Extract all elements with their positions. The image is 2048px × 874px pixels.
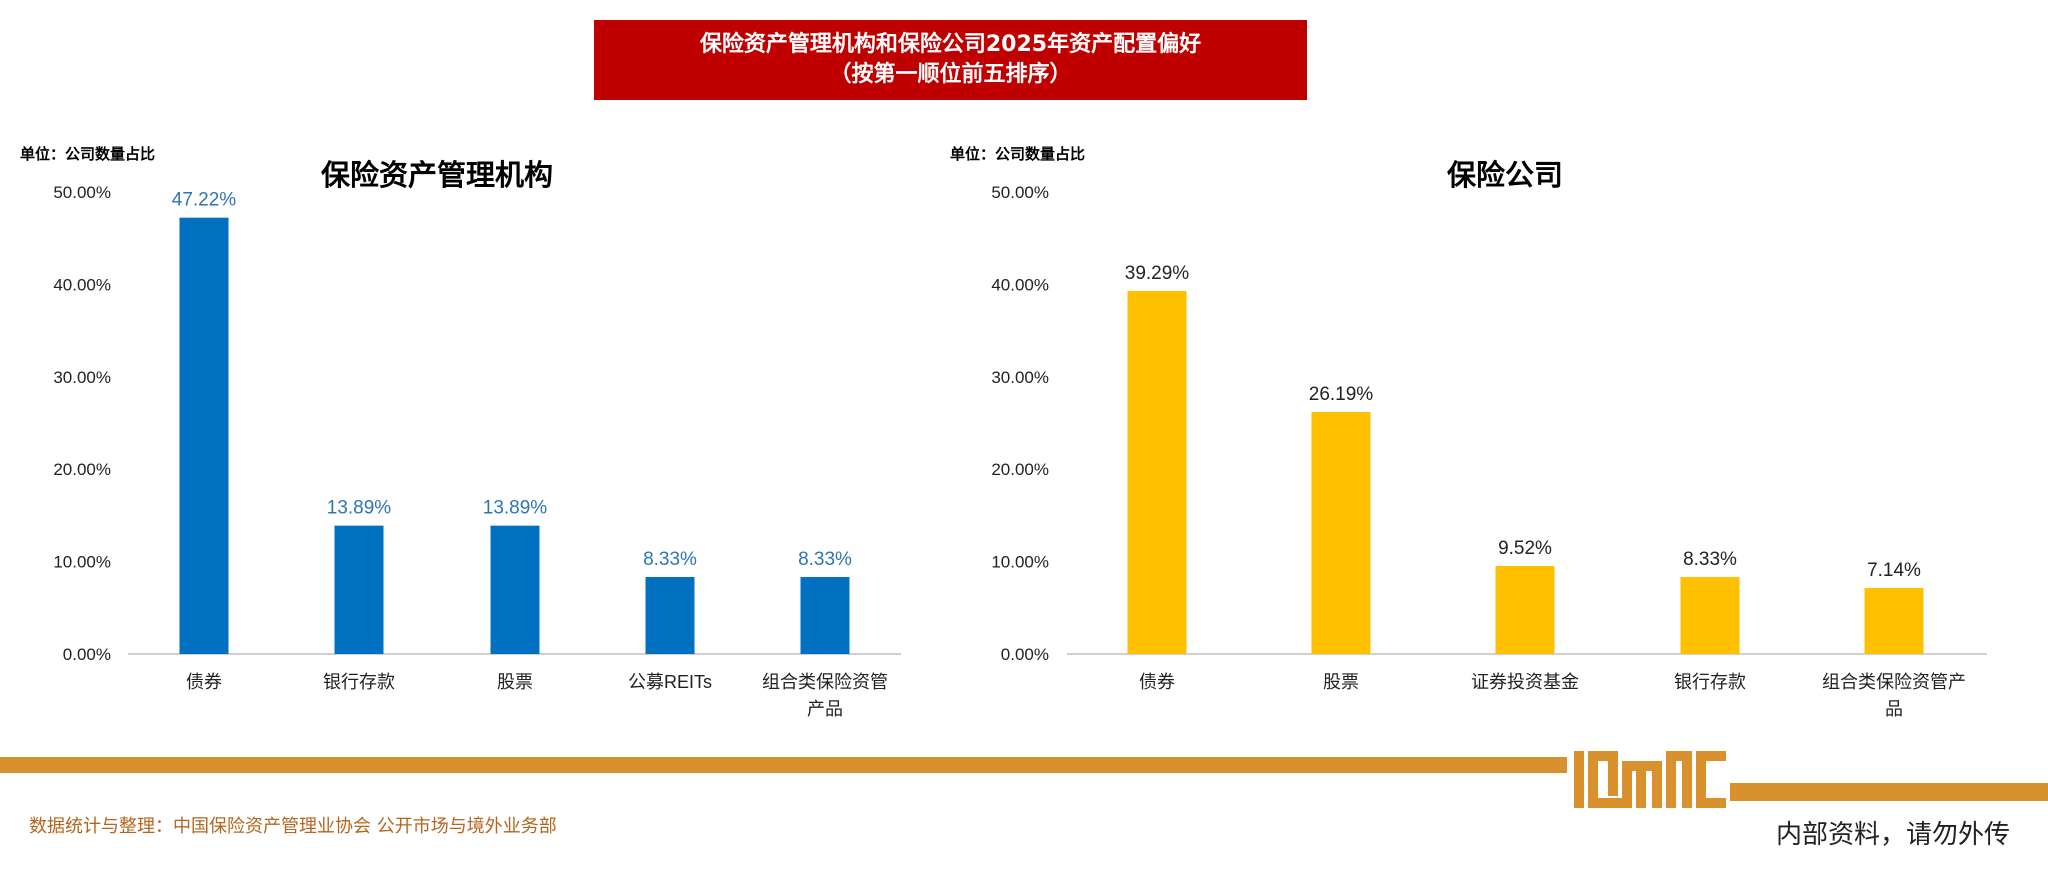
y-tick-label: 10.00% — [991, 553, 1049, 572]
x-category-label: 银行存款 — [323, 672, 395, 692]
footer-band-right — [1730, 783, 2048, 801]
data-label: 8.33% — [643, 549, 697, 570]
y-tick-label: 30.00% — [991, 368, 1049, 387]
y-tick-label: 40.00% — [53, 275, 111, 294]
y-tick-label: 50.00% — [991, 183, 1049, 202]
left-bar-chart: 0.00% 10.00% 20.00% 30.00% 40.00% 50.00% 47.22… — [53, 183, 901, 719]
bar — [800, 577, 850, 654]
bar — [334, 525, 384, 654]
left-chart-title: 保险资产管理机构 — [320, 158, 554, 192]
x-category-label: 银行存款 — [1674, 672, 1746, 692]
left-unit-label: 单位：公司数量占比 — [20, 145, 156, 163]
footer-band-left — [0, 757, 1567, 773]
y-tick-label: 20.00% — [991, 460, 1049, 479]
bar — [1864, 588, 1924, 654]
x-category-label: 债券 — [1139, 672, 1175, 692]
x-category-label: 股票 — [497, 672, 533, 692]
data-label: 39.29% — [1125, 263, 1190, 284]
confidential-notice: 内部资料，请勿外传 — [1776, 820, 2011, 850]
y-tick-label: 10.00% — [53, 553, 111, 572]
bar — [1680, 577, 1740, 654]
x-category-label: 组合类保险资管 — [762, 672, 888, 692]
data-label: 8.33% — [1683, 549, 1737, 570]
report-title-banner: 保险资产管理机构和保险公司2025年资产配置偏好 （按第一顺位前五排序） — [594, 20, 1307, 100]
data-label: 13.89% — [327, 498, 392, 519]
right-chart-title: 保险公司 — [1446, 158, 1564, 192]
data-label: 8.33% — [798, 549, 852, 570]
title-line-2: （按第一顺位前五排序） — [829, 62, 1072, 87]
right-bar-chart: 0.00% 10.00% 20.00% 30.00% 40.00% 50.00% 39.29… — [991, 183, 1987, 719]
y-tick-label: 0.00% — [1001, 645, 1049, 664]
bar — [1495, 566, 1555, 654]
x-category-label: 组合类保险资管产 — [1822, 672, 1966, 692]
data-label: 26.19% — [1309, 384, 1374, 405]
data-source-note: 数据统计与整理：中国保险资产管理业协会 公开市场与境外业务部 — [29, 816, 557, 837]
bar — [179, 217, 229, 654]
x-category-label: 股票 — [1323, 672, 1359, 692]
bar — [490, 525, 540, 654]
y-tick-label: 0.00% — [63, 645, 111, 664]
x-category-label: 公募REITs — [628, 672, 712, 692]
x-category-label: 债券 — [186, 672, 222, 692]
y-tick-label: 20.00% — [53, 460, 111, 479]
title-line-1: 保险资产管理机构和保险公司2025年资产配置偏好 — [699, 32, 1202, 57]
x-category-label: 证券投资基金 — [1471, 672, 1579, 692]
y-tick-label: 50.00% — [53, 183, 111, 202]
data-label: 47.22% — [172, 190, 237, 211]
data-label: 9.52% — [1498, 538, 1552, 559]
data-label: 7.14% — [1867, 560, 1921, 581]
bar — [1311, 412, 1371, 654]
x-category-label: 品 — [1885, 699, 1903, 719]
bar — [645, 577, 695, 654]
y-tick-label: 30.00% — [53, 368, 111, 387]
bar — [1127, 290, 1187, 654]
x-category-label: 产品 — [807, 699, 843, 719]
y-tick-label: 40.00% — [991, 275, 1049, 294]
iamac-logo — [1574, 751, 1726, 808]
right-unit-label: 单位：公司数量占比 — [950, 145, 1086, 163]
data-label: 13.89% — [483, 498, 548, 519]
